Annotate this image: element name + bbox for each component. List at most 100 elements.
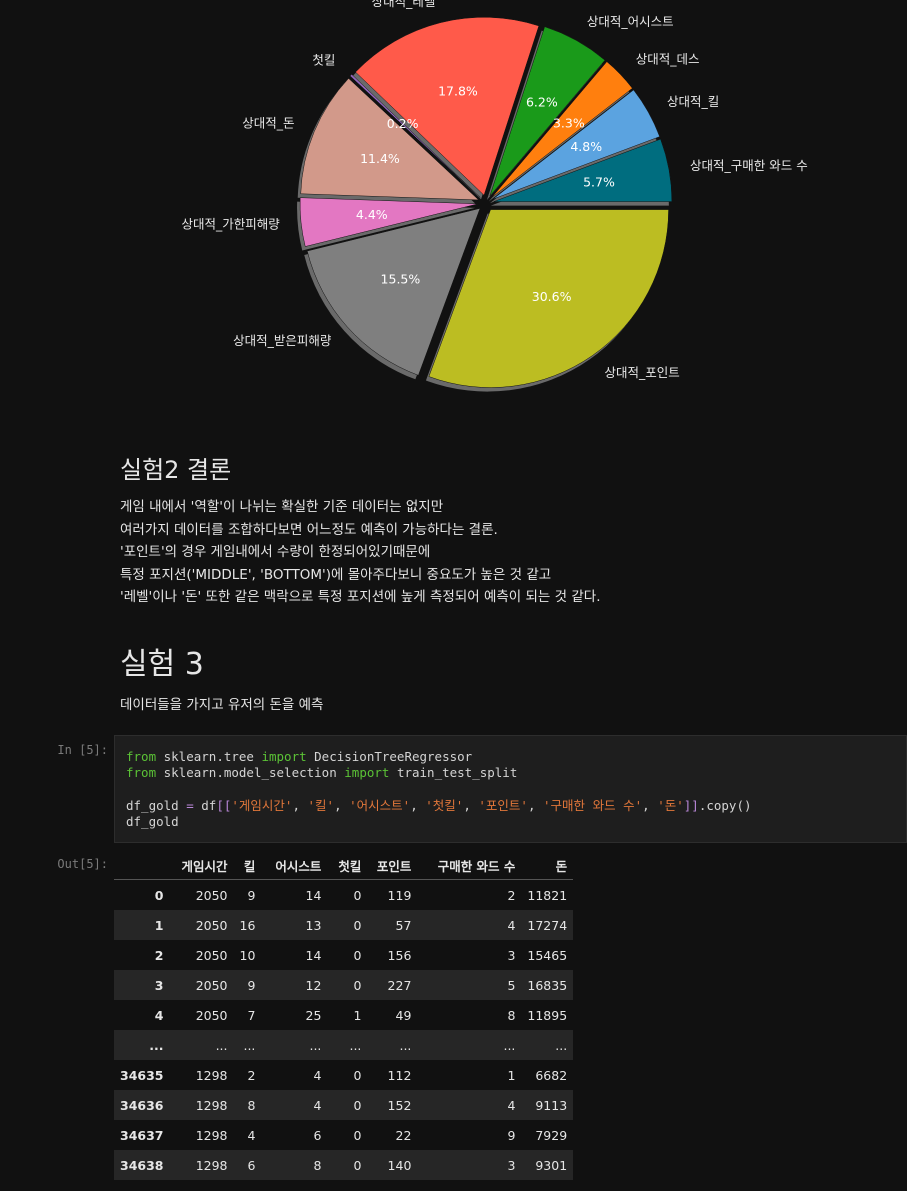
table-row: 4 2050 7 25 1 49 8 11895 xyxy=(114,1000,574,1030)
table-cell: 1298 xyxy=(195,1097,228,1113)
in-prompt: In [5]: xyxy=(57,743,108,757)
table-cell: ... xyxy=(309,1037,322,1053)
pie-slices xyxy=(299,16,673,388)
column-header: 어시스트 xyxy=(261,852,328,880)
table-cell: 13 xyxy=(305,917,322,933)
table-cell: 4 xyxy=(247,1127,256,1143)
table-cell: 2050 xyxy=(195,917,228,933)
pie-slice-percent: 4.8% xyxy=(570,139,602,154)
row-index: 34636 xyxy=(120,1097,164,1113)
pie-slice-label: 상대적_데스 xyxy=(636,52,700,67)
table-body: 0 2050 9 14 0 119 2 11821 1 2050 16 13 0 57 4 17274 2 205… xyxy=(114,879,574,1180)
table-cell: 0 xyxy=(353,1157,362,1173)
table-cell: 1298 xyxy=(195,1157,228,1173)
pie-slice xyxy=(428,209,669,388)
column-header: 게임시간 xyxy=(169,852,234,880)
table-cell: ... xyxy=(555,1037,568,1053)
conclusion2-line: 여러가지 데이터를 조합하다보면 어느정도 예측이 가능하다는 결론. xyxy=(120,521,498,538)
table-cell: 17274 xyxy=(527,917,568,933)
pie-slice-label: 상대적_구매한 와드 수 xyxy=(690,158,808,173)
row-index: ... xyxy=(149,1037,164,1053)
column-header: 포인트 xyxy=(367,852,418,880)
table-row: 3 2050 9 12 0 227 5 16835 xyxy=(114,970,574,1000)
pie-slice xyxy=(489,26,606,197)
row-index: 34638 xyxy=(120,1157,164,1173)
table-cell: 4 xyxy=(507,1097,516,1113)
table-cell: 156 xyxy=(387,947,412,963)
table-cell: 22 xyxy=(395,1127,412,1143)
column-header xyxy=(114,852,170,880)
table-cell: 16 xyxy=(239,917,256,933)
table-cell: 4 xyxy=(313,1067,322,1083)
conclusion2-body: 게임 내에서 '역할'이 나뉘는 확실한 기준 데이터는 없지만 여러가지 데이… xyxy=(120,496,601,609)
table-cell: 14 xyxy=(305,887,322,903)
table-cell: 9 xyxy=(247,977,256,993)
table-row: 34637 1298 4 6 0 22 9 7929 xyxy=(114,1120,574,1150)
experiment3-desc: 데이터들을 가지고 유저의 돈을 예측 xyxy=(120,697,324,713)
table-cell: 0 xyxy=(353,887,362,903)
pie-slice-label: 상대적_가한피해량 xyxy=(181,216,280,231)
table-cell: ... xyxy=(503,1037,516,1053)
table-cell: 2 xyxy=(247,1067,256,1083)
table-cell: ... xyxy=(399,1037,412,1053)
conclusion2-line: 특정 포지션('MIDDLE', 'BOTTOM')에 몰아주다보니 중요도가 … xyxy=(120,566,552,583)
table-cell: 2050 xyxy=(195,887,228,903)
table-cell: 6682 xyxy=(535,1067,568,1083)
code-editor[interactable]: from sklearn.tree import DecisionTreeReg… xyxy=(126,749,752,830)
table-cell: 140 xyxy=(387,1157,412,1173)
column-header: 돈 xyxy=(521,852,574,880)
pie-slice-label: 상대적_받은피해량 xyxy=(233,333,332,348)
row-index: 4 xyxy=(154,1007,164,1023)
conclusion2-line: 게임 내에서 '역할'이 나뉘는 확실한 기준 데이터는 없지만 xyxy=(120,499,444,515)
pie-slice xyxy=(493,138,673,202)
pie-slice-percent: 3.3% xyxy=(553,116,585,131)
pie-slice-label: 첫킬 xyxy=(312,52,335,67)
table-cell: 0 xyxy=(353,977,362,993)
table-row: 34638 1298 6 8 0 140 3 9301 xyxy=(114,1150,574,1180)
pie-slice-label: 상대적_레벨 xyxy=(372,0,436,9)
table-cell: 8 xyxy=(313,1157,322,1173)
pie-chart-svg: 상대적_포인트 30.6% 상대적_받은피해량 15.5% 상대적_가한피해량 4.4% 상… xyxy=(181,0,808,392)
table-cell: 0 xyxy=(353,1097,362,1113)
table-cell: 112 xyxy=(387,1067,412,1083)
pie-labels: 상대적_포인트 30.6% 상대적_받은피해량 15.5% 상대적_가한피해량 4.4% 상… xyxy=(181,0,807,380)
table-cell: 16835 xyxy=(527,977,568,993)
pie-slice-label: 상대적_어시스트 xyxy=(587,14,674,29)
table-cell: 5 xyxy=(507,977,516,993)
table-cell: 4 xyxy=(507,917,516,933)
pie-slice xyxy=(300,78,480,201)
code-cell[interactable]: from sklearn.tree import DecisionTreeReg… xyxy=(114,735,907,843)
pie-slice-percent: 15.5% xyxy=(381,272,421,287)
table-row: ........................ xyxy=(114,1030,574,1060)
conclusion2-line: '레벨'이나 '돈' 또한 같은 맥락으로 특정 포지션에 높게 측정되어 예측… xyxy=(120,589,601,605)
table-cell: 6 xyxy=(313,1127,322,1143)
table-cell: 2050 xyxy=(195,947,228,963)
pie-slice-percent: 5.7% xyxy=(583,175,615,190)
table-cell: 25 xyxy=(305,1007,322,1023)
table-cell: 12 xyxy=(305,977,322,993)
table-cell: 119 xyxy=(387,887,412,903)
pie-slice-percent: 6.2% xyxy=(526,95,558,110)
column-header: 구매한 와드 수 xyxy=(417,852,522,880)
conclusion2-title: 실험2 결론 xyxy=(120,456,232,484)
table-cell: 9 xyxy=(247,887,256,903)
pie-chart: 상대적_포인트 30.6% 상대적_받은피해량 15.5% 상대적_가한피해량 4.4% 상… xyxy=(0,0,907,430)
table-row: 2 2050 10 14 0 156 3 15465 xyxy=(114,940,574,970)
pie-slice xyxy=(492,89,660,200)
table-cell: 0 xyxy=(353,947,362,963)
table-row: 1 2050 16 13 0 57 4 17274 xyxy=(114,910,574,940)
pie-slice-percent: 17.8% xyxy=(438,84,478,99)
pie-slice-label: 상대적_킬 xyxy=(667,94,719,109)
pie-slice-label: 상대적_돈 xyxy=(242,116,294,131)
table-cell: 11821 xyxy=(527,887,568,903)
pie-slice-percent: 4.4% xyxy=(356,207,388,222)
out-prompt: Out[5]: xyxy=(57,857,108,871)
table-cell: 2 xyxy=(507,887,516,903)
table-cell: 1298 xyxy=(195,1127,228,1143)
table-cell: 8 xyxy=(247,1097,256,1113)
table-cell: 1 xyxy=(353,1007,362,1023)
table-cell: 1 xyxy=(507,1067,516,1083)
table-cell: 7 xyxy=(247,1007,256,1023)
